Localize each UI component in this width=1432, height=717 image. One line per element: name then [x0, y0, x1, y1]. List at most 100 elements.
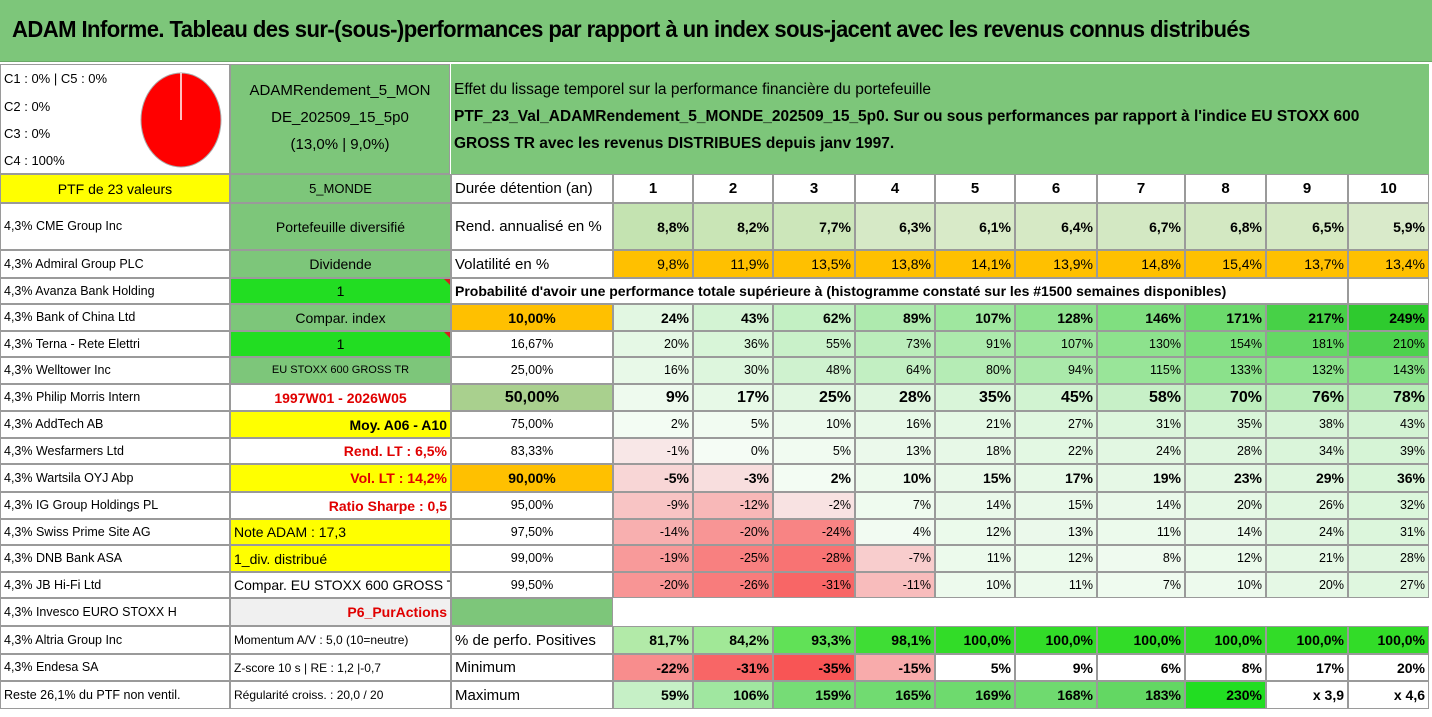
fund-name-box: ADAMRendement_5_MON DE_202509_15_5p0 (13…	[230, 64, 450, 174]
probability-value: 210%	[1348, 331, 1429, 357]
report-title-bar: ADAM Informe. Tableau des sur-(sous-)per…	[0, 0, 1432, 62]
stat-value: 106%	[693, 681, 773, 709]
param-cell: 1	[230, 331, 451, 357]
probability-title: Probabilité d'avoir une performance tota…	[451, 278, 1348, 304]
holding-row: 4,3% Endesa SA	[0, 654, 230, 681]
probability-title-blank	[1348, 278, 1429, 304]
param-cell: Portefeuille diversifié	[230, 203, 451, 250]
stat-value: 8%	[1185, 654, 1266, 681]
probability-value: -2%	[773, 492, 855, 519]
probability-value: 35%	[935, 384, 1015, 411]
probability-value: 132%	[1266, 357, 1348, 384]
probability-value: 27%	[1015, 411, 1097, 438]
probability-value: 10%	[773, 411, 855, 438]
probability-value: 249%	[1348, 304, 1429, 331]
probability-value: 91%	[935, 331, 1015, 357]
holding-row: 4,3% Altria Group Inc	[0, 626, 230, 654]
probability-value: 26%	[1266, 492, 1348, 519]
probability-value: -26%	[693, 572, 773, 598]
stat-value: 81,7%	[613, 626, 693, 654]
probability-value: -31%	[773, 572, 855, 598]
rend-value: 7,7%	[773, 203, 855, 250]
probability-value: 39%	[1348, 438, 1429, 464]
probability-value: 24%	[613, 304, 693, 331]
holding-row: 4,3% Invesco EURO STOXX H	[0, 598, 230, 626]
holding-row: 4,3% Bank of China Ltd	[0, 304, 230, 331]
param-cell: Ratio Sharpe : 0,5	[230, 492, 451, 519]
probability-value: 31%	[1348, 519, 1429, 545]
stat-value: 100,0%	[935, 626, 1015, 654]
probability-value: -19%	[613, 545, 693, 572]
probability-value: 19%	[1097, 464, 1185, 492]
probability-value: 30%	[693, 357, 773, 384]
param-cell: Dividende	[230, 250, 451, 278]
probability-value: 70%	[1185, 384, 1266, 411]
probability-value: 17%	[693, 384, 773, 411]
probability-value: 43%	[1348, 411, 1429, 438]
vol-value: 9,8%	[613, 250, 693, 278]
spacer-cell	[230, 598, 451, 626]
probability-value: 62%	[773, 304, 855, 331]
probability-value: 73%	[855, 331, 935, 357]
probability-level: 10,00%	[451, 304, 613, 331]
year-header-8: 8	[1185, 174, 1266, 203]
stat-value: 100,0%	[1348, 626, 1429, 654]
probability-value: 12%	[1015, 545, 1097, 572]
probability-value: 12%	[935, 519, 1015, 545]
vol-value: 13,7%	[1266, 250, 1348, 278]
probability-value: 11%	[935, 545, 1015, 572]
rend-label: Rend. annualisé en %	[451, 203, 613, 250]
stat-value: 20%	[1348, 654, 1429, 681]
probability-level: 99,00%	[451, 545, 613, 572]
probability-value: -12%	[693, 492, 773, 519]
fund-name-line1: ADAMRendement_5_MON	[249, 82, 431, 99]
probability-value: 20%	[613, 331, 693, 357]
holding-row: 4,3% CME Group Inc	[0, 203, 230, 250]
year-header-1: 1	[613, 174, 693, 203]
stat-value: 169%	[935, 681, 1015, 709]
rend-value: 6,1%	[935, 203, 1015, 250]
vol-value: 13,9%	[1015, 250, 1097, 278]
probability-value: 7%	[1097, 572, 1185, 598]
probability-value: 28%	[1185, 438, 1266, 464]
holding-row: 4,3% Terna - Rete Elettri	[0, 331, 230, 357]
probability-value: 55%	[773, 331, 855, 357]
param-cell: Vol. LT : 14,2%	[230, 464, 451, 492]
probability-value: 32%	[1348, 492, 1429, 519]
report-title: ADAM Informe. Tableau des sur-(sous-)per…	[12, 16, 1250, 42]
probability-value: 15%	[1015, 492, 1097, 519]
description-line1: Effet du lissage temporel sur la perform…	[454, 81, 932, 98]
probability-value: 64%	[855, 357, 935, 384]
year-header-2: 2	[693, 174, 773, 203]
fund-name-line3: (13,0% | 9,0%)	[290, 136, 390, 153]
stat-value: 98,1%	[855, 626, 935, 654]
probability-value: 28%	[855, 384, 935, 411]
probability-value: 36%	[1348, 464, 1429, 492]
probability-value: 16%	[613, 357, 693, 384]
probability-level: 95,00%	[451, 492, 613, 519]
probability-value: 10%	[935, 572, 1015, 598]
probability-value: 23%	[1185, 464, 1266, 492]
probability-value: 217%	[1266, 304, 1348, 331]
stat-value: -15%	[855, 654, 935, 681]
pie-label-c1-c5: C1 : 0% | C5 : 0%	[4, 71, 108, 86]
probability-value: 171%	[1185, 304, 1266, 331]
stat-label: Minimum	[451, 654, 613, 681]
probability-value: 4%	[855, 519, 935, 545]
probability-value: 31%	[1097, 411, 1185, 438]
holding-row: 4,3% AddTech AB	[0, 411, 230, 438]
stat-value: 165%	[855, 681, 935, 709]
vol-value: 13,8%	[855, 250, 935, 278]
probability-value: 20%	[1185, 492, 1266, 519]
vol-value: 13,5%	[773, 250, 855, 278]
description-panel: Effet du lissage temporel sur la perform…	[451, 64, 1429, 174]
probability-value: 14%	[935, 492, 1015, 519]
holding-row: 4,3% Wesfarmers Ltd	[0, 438, 230, 464]
holding-row: 4,3% JB Hi-Fi Ltd	[0, 572, 230, 598]
year-header-6: 6	[1015, 174, 1097, 203]
zone-header: 5_MONDE	[230, 174, 451, 203]
probability-value: 130%	[1097, 331, 1185, 357]
vol-value: 13,4%	[1348, 250, 1429, 278]
probability-value: 11%	[1015, 572, 1097, 598]
